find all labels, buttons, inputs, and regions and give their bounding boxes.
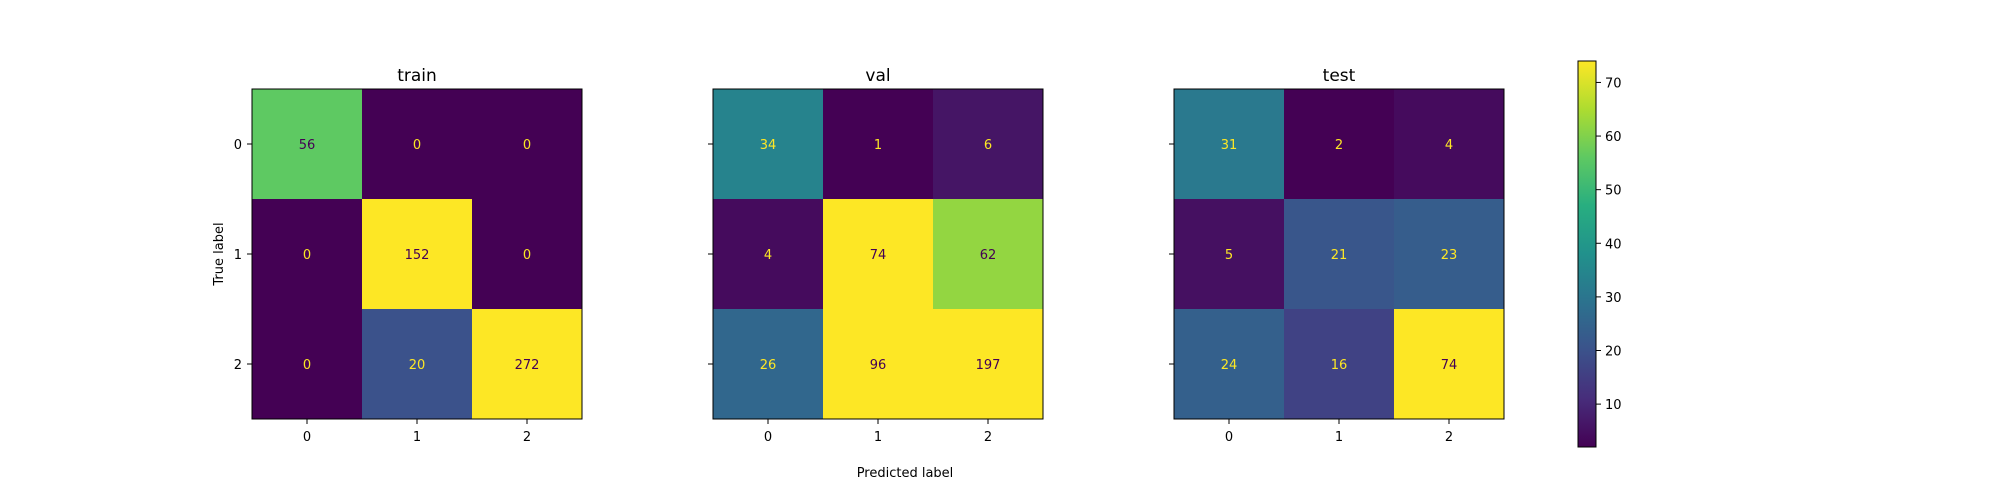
cell-value-2-2: 74: [1441, 358, 1458, 373]
cell-2-1: [823, 309, 933, 419]
panel-title: val: [865, 66, 890, 86]
panel-val: 34 1 6 4 74 62 26 96 197 val 0 1 2: [708, 66, 1044, 445]
cell-1-2: [472, 199, 582, 309]
cell-value-2-0: 24: [1221, 358, 1238, 373]
cell-value-0-2: 4: [1445, 138, 1453, 153]
x-tick-label: 1: [1335, 430, 1343, 445]
x-tick-label: 1: [874, 430, 882, 445]
cell-0-2: [472, 89, 582, 199]
cell-value-2-1: 16: [1331, 358, 1348, 373]
y-tick-label: 0: [234, 138, 242, 153]
cell-1-1: [1284, 199, 1394, 309]
cell-2-0: [252, 309, 362, 419]
cell-value-1-0: 4: [764, 248, 772, 263]
y-axis-label: True label: [212, 222, 227, 286]
cell-0-0: [713, 89, 823, 199]
cell-0-2: [1394, 89, 1504, 199]
cell-value-2-2: 272: [515, 358, 540, 373]
cell-2-1: [362, 309, 472, 419]
x-axis-label: Predicted label: [857, 466, 954, 481]
cell-value-2-1: 20: [409, 358, 426, 373]
panel-title: test: [1323, 66, 1356, 86]
y-tick-label: 2: [234, 358, 242, 373]
cell-value-1-0: 5: [1225, 248, 1233, 263]
cell-0-0: [1174, 89, 1284, 199]
panel-title: train: [397, 66, 437, 86]
cell-value-0-2: 6: [984, 138, 992, 153]
cell-1-0: [713, 199, 823, 309]
cell-value-0-0: 31: [1221, 138, 1238, 153]
cell-1-1: [823, 199, 933, 309]
cell-value-1-1: 74: [870, 248, 887, 263]
x-tick-label: 2: [523, 430, 531, 445]
x-tick-label: 0: [303, 430, 311, 445]
cell-2-2: [933, 309, 1043, 419]
cell-value-2-0: 0: [303, 358, 311, 373]
cell-value-1-2: 62: [980, 248, 997, 263]
cell-2-0: [713, 309, 823, 419]
cell-1-0: [252, 199, 362, 309]
cell-value-1-0: 0: [303, 248, 311, 263]
colorbar-tick-label: 70: [1605, 76, 1622, 91]
colorbar-tick-label: 10: [1605, 398, 1622, 413]
cell-value-0-1: 1: [874, 138, 882, 153]
cell-2-1: [1284, 309, 1394, 419]
cell-2-0: [1174, 309, 1284, 419]
cell-value-1-2: 23: [1441, 248, 1458, 263]
cell-value-0-2: 0: [523, 138, 531, 153]
x-tick-label: 0: [1225, 430, 1233, 445]
colorbar-tick-label: 30: [1605, 291, 1622, 306]
cell-0-2: [933, 89, 1043, 199]
cell-value-0-1: 0: [413, 138, 421, 153]
cell-1-1: [362, 199, 472, 309]
x-tick-label: 2: [1445, 430, 1453, 445]
cell-value-0-0: 56: [299, 138, 316, 153]
x-tick-label: 1: [413, 430, 421, 445]
y-tick-label: 1: [234, 248, 242, 263]
colorbar-gradient: [1577, 60, 1597, 448]
cell-0-1: [362, 89, 472, 199]
cell-1-0: [1174, 199, 1284, 309]
x-tick-label: 0: [764, 430, 772, 445]
cell-value-1-1: 21: [1331, 248, 1348, 263]
colorbar-tick-label: 60: [1605, 130, 1622, 145]
cell-value-1-1: 152: [405, 248, 430, 263]
cell-value-2-2: 197: [976, 358, 1001, 373]
colorbar-tick-label: 50: [1605, 184, 1622, 199]
cell-value-2-1: 96: [870, 358, 887, 373]
cell-0-0: [252, 89, 362, 199]
cell-0-1: [823, 89, 933, 199]
cell-value-0-1: 2: [1335, 138, 1343, 153]
cell-1-2: [933, 199, 1043, 309]
colorbar-ticks: 10 20 30 40 50 60 70: [1596, 76, 1622, 413]
x-tick-label: 2: [984, 430, 992, 445]
cell-1-2: [1394, 199, 1504, 309]
colorbar-tick-label: 40: [1605, 237, 1622, 252]
cell-2-2: [1394, 309, 1504, 419]
cell-value-1-2: 0: [523, 248, 531, 263]
cell-0-1: [1284, 89, 1394, 199]
cell-value-2-0: 26: [760, 358, 777, 373]
cell-value-0-0: 34: [760, 138, 777, 153]
colorbar: 10 20 30 40 50 60 70: [1577, 60, 1622, 448]
colorbar-tick-label: 20: [1605, 345, 1622, 360]
cell-2-2: [472, 309, 582, 419]
